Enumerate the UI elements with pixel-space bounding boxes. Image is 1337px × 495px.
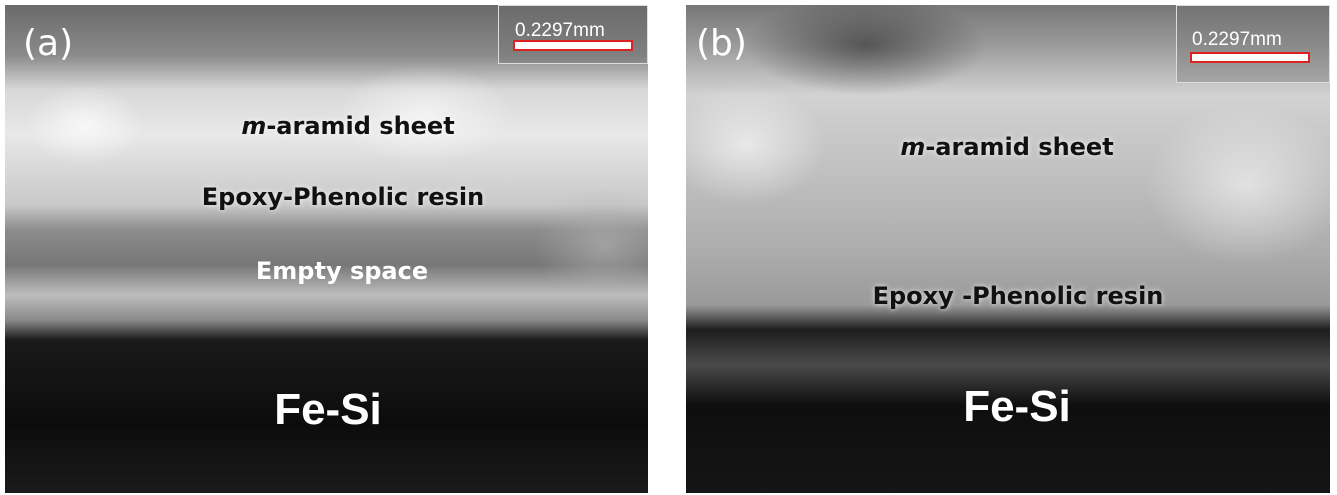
annotation: m-aramid sheet: [241, 112, 454, 140]
annotation: Epoxy -Phenolic resin: [873, 282, 1164, 310]
panel-label: (a): [23, 23, 73, 64]
annotation: Empty space: [256, 257, 428, 285]
scale-box: 0.2297mm: [498, 5, 648, 64]
scale-bar: [1190, 52, 1310, 63]
page: (a) 0.2297mm m-aramid sheet Epoxy-Phenol…: [0, 0, 1337, 495]
scale-text: 0.2297mm: [515, 20, 605, 42]
annotation-italic: m: [900, 133, 925, 161]
micrograph-a: (a) 0.2297mm m-aramid sheet Epoxy-Phenol…: [5, 5, 648, 493]
scale-bar: [513, 40, 633, 51]
scale-box: 0.2297mm: [1176, 5, 1330, 83]
scale-text: 0.2297mm: [1192, 29, 1282, 51]
annotation-text: -aramid sheet: [266, 112, 454, 140]
annotation-italic: m: [241, 112, 266, 140]
annotation: Epoxy-Phenolic resin: [202, 183, 484, 211]
annotation: Fe-Si: [274, 385, 382, 435]
annotation: m-aramid sheet: [900, 133, 1113, 161]
panel-label: (b): [696, 23, 747, 64]
annotation: Fe-Si: [963, 382, 1071, 432]
micrograph-b: (b) 0.2297mm m-aramid sheet Epoxy -Pheno…: [686, 5, 1330, 493]
annotation-text: -aramid sheet: [925, 133, 1113, 161]
